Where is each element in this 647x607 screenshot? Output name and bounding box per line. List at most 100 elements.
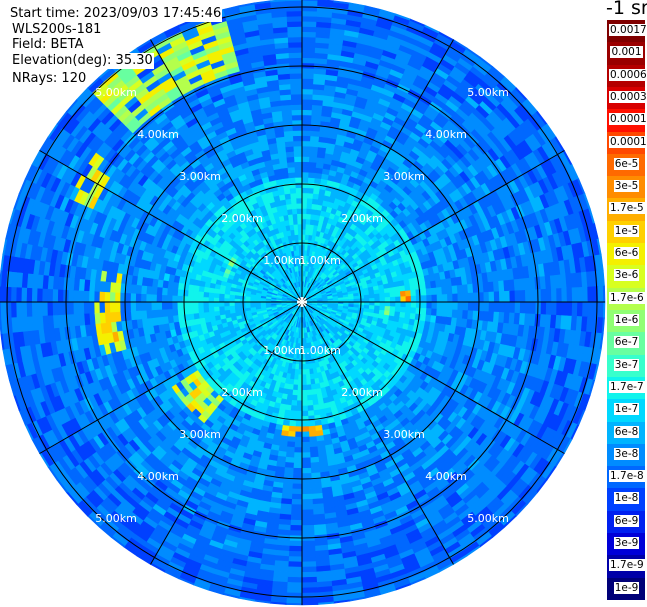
- range-bin: [514, 290, 521, 303]
- range-bin: [504, 290, 511, 303]
- range-bin: [395, 296, 402, 303]
- range-bin: [301, 234, 306, 241]
- range-bin: [295, 415, 303, 422]
- range-bin: [436, 308, 443, 318]
- range-bin: [410, 289, 417, 297]
- range-bin: [571, 287, 578, 303]
- range-bin: [287, 571, 303, 578]
- range-bin: [368, 294, 376, 299]
- range-bin: [296, 400, 303, 407]
- range-bin: [504, 301, 511, 314]
- range-bin: [301, 582, 318, 589]
- range-bin: [286, 436, 296, 443]
- range-bin: [301, 602, 319, 606]
- range-bin: [524, 301, 532, 315]
- range-bin: [301, 156, 310, 163]
- range-bin: [483, 291, 490, 303]
- range-bin: [597, 285, 604, 303]
- range-bin: [301, 114, 313, 121]
- range-bin: [389, 301, 396, 308]
- range-bin: [294, 426, 303, 433]
- range-bin: [425, 288, 433, 296]
- range-bin: [301, 213, 307, 220]
- range-bin: [431, 294, 438, 303]
- range-bin: [292, 473, 303, 480]
- range-bin: [457, 301, 464, 311]
- range-bin: [446, 309, 453, 319]
- range-bin: [301, 540, 316, 547]
- range-bin: [301, 545, 316, 552]
- range-bin: [301, 202, 308, 209]
- range-bin: [301, 192, 309, 199]
- range-bin: [301, 400, 308, 407]
- range-bin: [289, 524, 303, 532]
- range-bin: [369, 301, 376, 307]
- range-bin: [378, 288, 386, 295]
- range-bin: [430, 287, 438, 296]
- range-bin: [306, 389, 313, 396]
- range-bin: [421, 301, 428, 309]
- range-bin: [441, 286, 448, 296]
- range-bin: [576, 286, 584, 303]
- range-bin: [301, 20, 318, 28]
- range-bin: [587, 301, 594, 318]
- range-bin: [410, 301, 417, 309]
- range-bin: [301, 176, 309, 183]
- range-bin: [488, 301, 495, 313]
- range-bin: [467, 301, 474, 312]
- range-bin: [292, 462, 303, 469]
- range-bin: [436, 286, 443, 296]
- range-bin: [530, 289, 537, 303]
- range-bin: [308, 441, 318, 448]
- range-bin: [441, 308, 448, 318]
- range-bin: [301, 441, 310, 448]
- range-bin: [467, 292, 474, 303]
- range-bin: [307, 187, 315, 194]
- range-bin: [369, 297, 376, 303]
- range-bin: [592, 301, 599, 318]
- range-bin: [462, 292, 469, 303]
- range-bin: [374, 301, 381, 307]
- range-bin: [384, 292, 391, 298]
- range-bin: [301, 130, 312, 137]
- range-bin: [374, 293, 381, 299]
- range-bin: [307, 177, 316, 184]
- range-bin: [291, 488, 303, 495]
- range-bin: [286, 576, 303, 584]
- range-bin: [447, 301, 454, 311]
- range-bin: [301, 389, 308, 396]
- range-bin: [457, 293, 464, 303]
- range-bin: [307, 420, 316, 427]
- range-bin: [421, 295, 428, 303]
- range-bin: [286, 441, 296, 448]
- range-bin: [602, 285, 606, 303]
- range-bin: [420, 288, 427, 297]
- range-bin: [306, 399, 314, 407]
- range-bin: [295, 410, 303, 417]
- range-bin: [301, 498, 313, 506]
- range-bin: [430, 308, 438, 317]
- range-bin: [294, 431, 303, 438]
- range-bin: [297, 369, 303, 376]
- range-bin: [301, 592, 318, 599]
- range-bin: [410, 295, 417, 303]
- range-bin: [294, 436, 303, 443]
- range-bin: [289, 530, 303, 537]
- range-bin: [446, 285, 453, 295]
- range-bin: [452, 301, 459, 311]
- range-bin: [379, 301, 386, 307]
- range-bin: [294, 441, 303, 448]
- range-bin: [566, 301, 573, 317]
- range-bin: [561, 301, 568, 317]
- range-bin: [301, 550, 316, 558]
- range-bin: [290, 514, 303, 521]
- range-bin: [291, 394, 298, 402]
- range-bin: [301, 145, 311, 152]
- range-bin: [301, 436, 310, 443]
- range-bin: [452, 293, 459, 303]
- range-bin: [297, 384, 303, 391]
- range-bin: [296, 395, 303, 402]
- range-bin: [301, 488, 313, 495]
- range-bin: [400, 301, 407, 308]
- range-bin: [379, 297, 386, 303]
